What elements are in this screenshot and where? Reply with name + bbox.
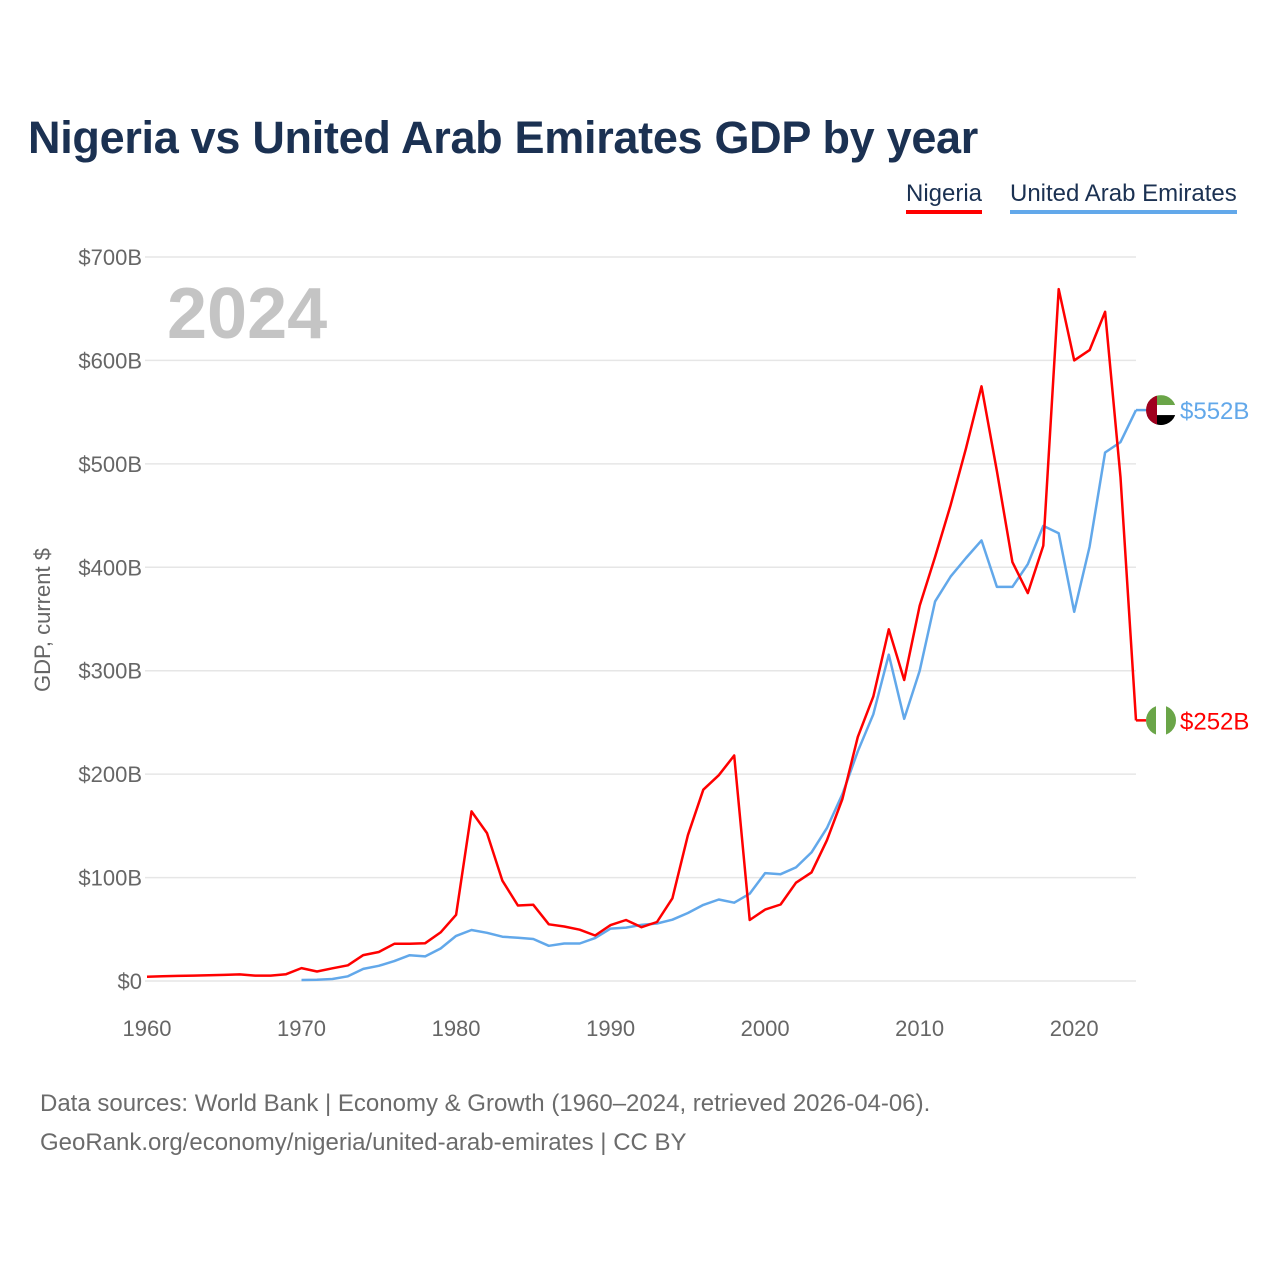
x-tick-label: 1980 xyxy=(432,1016,481,1041)
y-tick-label: $300B xyxy=(78,659,142,684)
nigeria-flag-icon xyxy=(1146,705,1176,736)
end-value-label: $552B xyxy=(1180,398,1249,425)
y-tick-label: $100B xyxy=(78,866,142,891)
y-tick-label: $700B xyxy=(78,245,142,270)
x-tick-label: 2010 xyxy=(895,1016,944,1041)
y-tick-label: $500B xyxy=(78,452,142,477)
chart-title: Nigeria vs United Arab Emirates GDP by y… xyxy=(28,112,978,163)
y-tick-label: $200B xyxy=(78,762,142,787)
year-watermark: 2024 xyxy=(167,274,327,354)
source-line-1: Data sources: World Bank | Economy & Gro… xyxy=(40,1090,931,1117)
source-note: Data sources: World Bank | Economy & Gro… xyxy=(40,1084,930,1162)
x-tick-label: 1970 xyxy=(277,1016,326,1041)
y-tick-label: $400B xyxy=(78,555,142,580)
legend-item-nigeria[interactable]: Nigeria xyxy=(906,180,983,214)
source-line-2[interactable]: GeoRank.org/economy/nigeria/united-arab-… xyxy=(40,1129,687,1156)
series-line-nigeria[interactable] xyxy=(146,287,1138,978)
legend-item-uae[interactable]: United Arab Emirates xyxy=(1010,180,1237,214)
x-tick-label: 1990 xyxy=(586,1016,635,1041)
end-value-label: $252B xyxy=(1180,708,1249,735)
series-line-uae[interactable] xyxy=(301,409,1138,982)
y-tick-label: $600B xyxy=(78,348,142,373)
x-tick-label: 2000 xyxy=(741,1016,790,1041)
uae-flag-icon xyxy=(1146,395,1176,426)
y-axis-label: GDP, current $ xyxy=(30,548,55,692)
y-tick-label: $0 xyxy=(118,969,142,994)
x-tick-label: 2020 xyxy=(1050,1016,1099,1041)
x-tick-label: 1960 xyxy=(123,1016,172,1041)
